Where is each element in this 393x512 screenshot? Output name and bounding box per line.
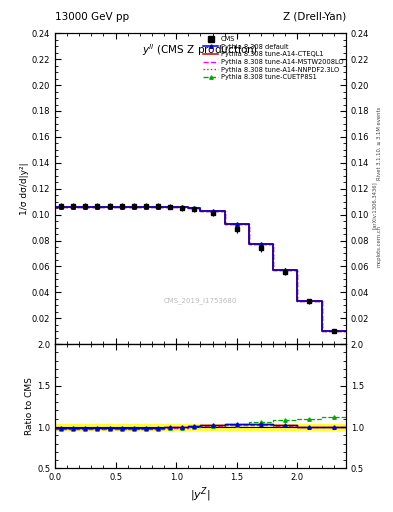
Y-axis label: Ratio to CMS: Ratio to CMS	[25, 377, 34, 435]
Text: mcplots.cern.ch: mcplots.cern.ch	[377, 225, 382, 267]
Text: 13000 GeV pp: 13000 GeV pp	[55, 11, 129, 22]
Y-axis label: 1/σ dσ/d|y²|: 1/σ dσ/d|y²|	[20, 162, 29, 215]
Legend: CMS, Pythia 8.308 default, Pythia 8.308 tune-A14-CTEQL1, Pythia 8.308 tune-A14-M: CMS, Pythia 8.308 default, Pythia 8.308 …	[202, 35, 345, 81]
Bar	[55, 424, 346, 431]
Text: CMS_2019_I1753680: CMS_2019_I1753680	[164, 297, 237, 304]
Text: [arXiv:1306.3436]: [arXiv:1306.3436]	[372, 181, 376, 229]
Text: Rivet 3.1.10, ≥ 3.1M events: Rivet 3.1.10, ≥ 3.1M events	[377, 106, 382, 180]
Text: $y^{ll}$ (CMS Z production): $y^{ll}$ (CMS Z production)	[142, 42, 259, 58]
X-axis label: $|y^{Z}|$: $|y^{Z}|$	[190, 485, 211, 504]
Text: Z (Drell-Yan): Z (Drell-Yan)	[283, 11, 346, 22]
